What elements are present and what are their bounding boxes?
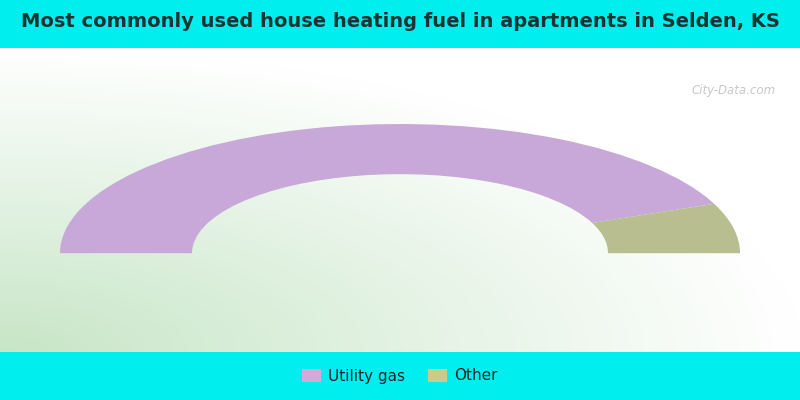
Wedge shape <box>60 124 714 253</box>
Wedge shape <box>592 204 740 253</box>
Text: Most commonly used house heating fuel in apartments in Selden, KS: Most commonly used house heating fuel in… <box>21 12 779 31</box>
Text: City-Data.com: City-Data.com <box>692 84 776 98</box>
Legend: Utility gas, Other: Utility gas, Other <box>296 362 504 390</box>
